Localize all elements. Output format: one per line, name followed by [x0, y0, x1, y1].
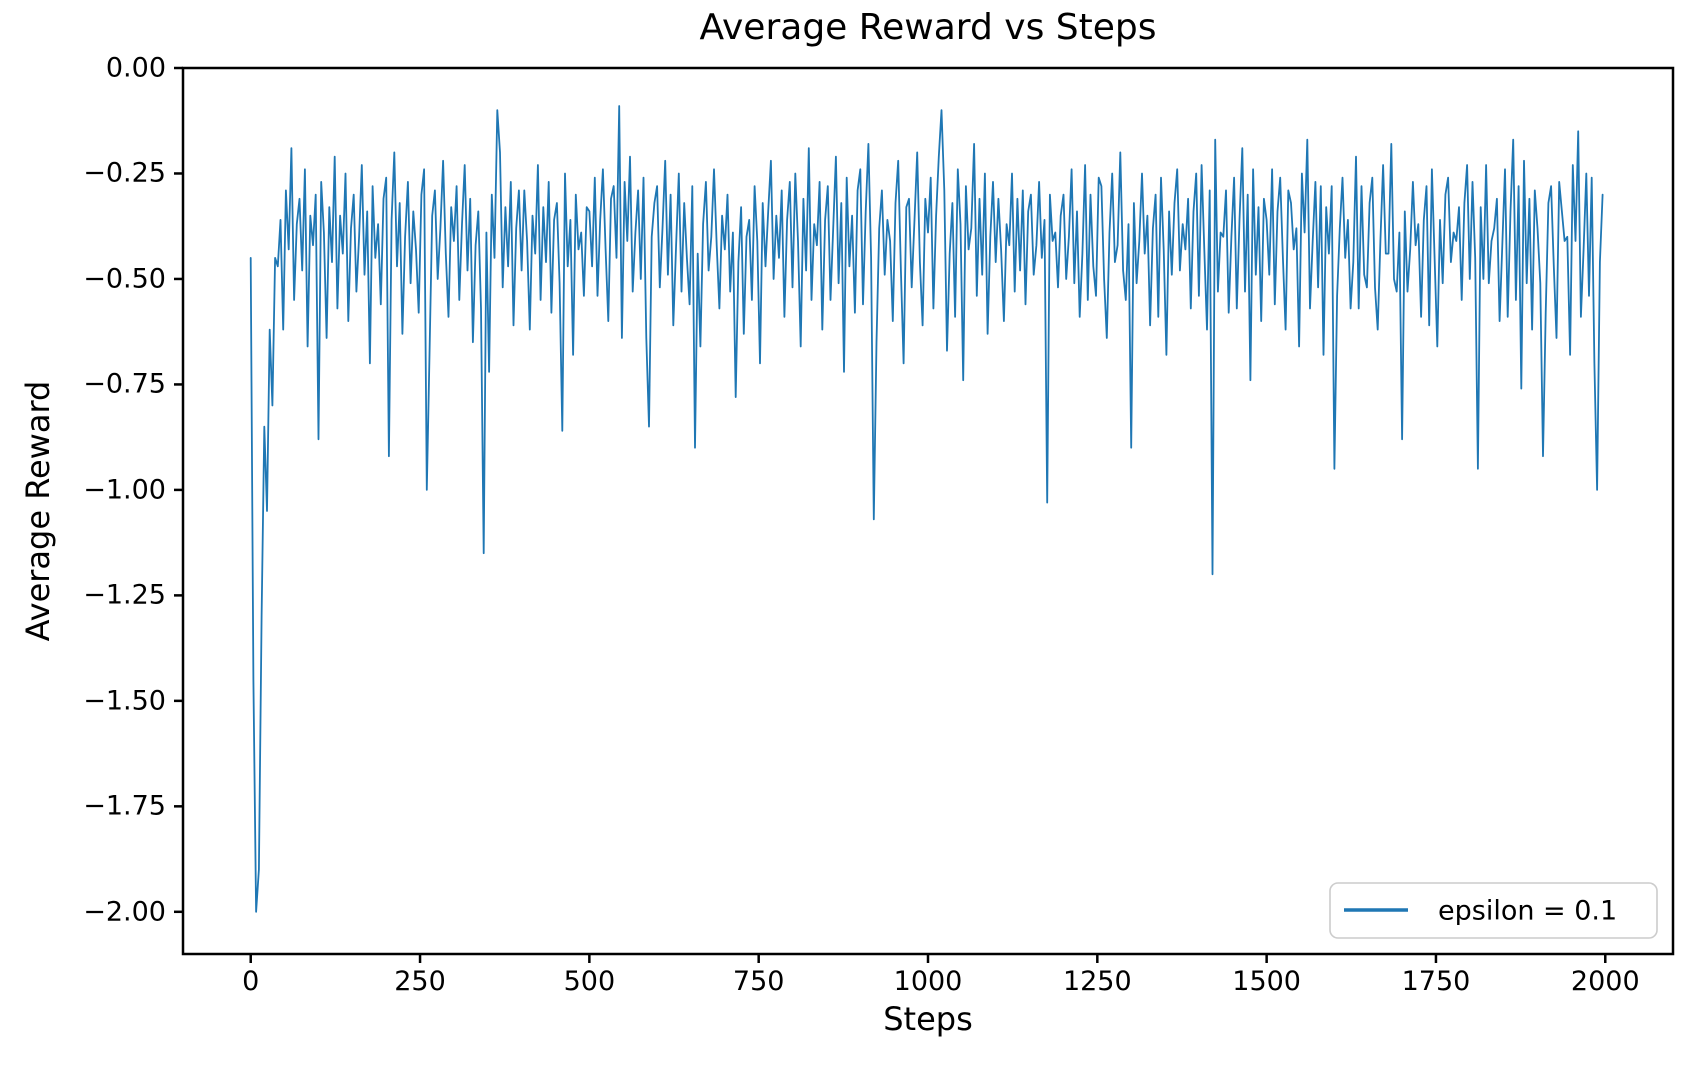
x-tick-label: 1750: [1401, 966, 1471, 997]
legend-box: [1329, 882, 1658, 939]
y-tick-label: −2.00: [83, 896, 166, 928]
x-axis-label: Steps: [883, 1000, 973, 1038]
y-tick-label: −0.75: [83, 368, 166, 400]
x-tick-label: 750: [732, 966, 785, 997]
y-tick-label: −1.00: [83, 474, 166, 506]
legend-entry-label: epsilon = 0.1: [1438, 895, 1618, 927]
x-tick-label: 250: [394, 966, 446, 997]
y-tick-label: −0.25: [83, 157, 166, 189]
y-tick-label: −1.75: [83, 790, 166, 822]
x-tick-label: 500: [563, 966, 616, 997]
legend-frame: [1329, 882, 1658, 939]
tick-marks: [174, 66, 1607, 963]
y-axis-label: Average Reward: [19, 380, 57, 642]
chart-title: Average Reward vs Steps: [699, 7, 1157, 48]
series-line: [249, 105, 1604, 913]
x-tick-label: 0: [242, 966, 260, 997]
y-tick-label: −0.50: [83, 263, 166, 295]
y-tick-label: −1.25: [83, 579, 166, 611]
x-tick-label: 1500: [1232, 966, 1301, 997]
x-tick-label: 1000: [893, 966, 963, 997]
y-tick-label: 0.00: [105, 52, 166, 84]
x-tick-label: 1250: [1062, 966, 1132, 997]
x-tick-label: 2000: [1570, 966, 1640, 997]
y-tick-label: −1.50: [83, 685, 166, 717]
